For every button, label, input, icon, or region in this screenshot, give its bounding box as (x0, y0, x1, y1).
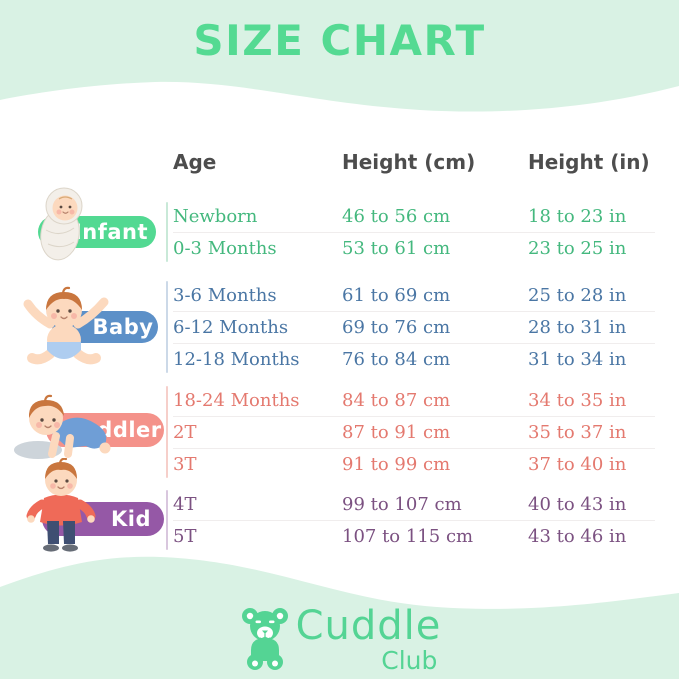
header-height-cm: Height (cm) (342, 150, 476, 174)
table-header: Age Height (cm) Height (in) (173, 150, 659, 174)
table-row: 4T 99 to 107 cm 40 to 43 in (173, 488, 655, 520)
baby-pill-label: Baby (92, 315, 154, 339)
table-row: 2T 87 to 91 cm 35 to 37 in (173, 416, 655, 448)
height-cm-cell: 46 to 56 cm (342, 205, 451, 227)
height-cm-cell: 84 to 87 cm (342, 389, 451, 411)
infant-pill-label: Infant (73, 220, 149, 244)
table-row: 5T 107 to 115 cm 43 to 46 in (173, 520, 655, 552)
height-in-cell: 28 to 31 in (528, 317, 627, 338)
age-cell: 4T (173, 493, 197, 515)
table-row: 3T 91 to 99 cm 37 to 40 in (173, 448, 655, 480)
table-row: 12-18 Months 76 to 84 cm 31 to 34 in (173, 343, 655, 375)
infant-rows: Newborn 46 to 56 cm 18 to 23 in 0-3 Mont… (173, 200, 655, 264)
height-cm-cell: 87 to 91 cm (342, 422, 451, 443)
height-in-cell: 31 to 34 in (528, 349, 627, 370)
height-cm-cell: 99 to 107 cm (342, 493, 462, 515)
kid-rows: 4T 99 to 107 cm 40 to 43 in 5T 107 to 11… (173, 488, 655, 552)
top-wave-background (0, 0, 679, 112)
height-cm-cell: 69 to 76 cm (342, 317, 451, 338)
height-cm-cell: 91 to 99 cm (342, 454, 451, 475)
age-cell: 0-3 Months (173, 238, 277, 259)
height-in-cell: 34 to 35 in (528, 389, 627, 411)
age-cell: 6-12 Months (173, 317, 289, 338)
brand-subword: Club (381, 646, 438, 675)
brand-logo: Cuddle Club (0, 606, 679, 673)
baby-illustration (23, 286, 109, 365)
table-row: 0-3 Months 53 to 61 cm 23 to 25 in (173, 232, 655, 264)
height-in-cell: 37 to 40 in (528, 454, 627, 475)
infant-group-divider (166, 202, 168, 262)
bottom-wave-background (0, 556, 679, 679)
brand-name: Cuddle Club (296, 606, 442, 673)
table-row: 6-12 Months 69 to 76 cm 28 to 31 in (173, 311, 655, 343)
table-row: Newborn 46 to 56 cm 18 to 23 in (173, 200, 655, 232)
brand-word: Cuddle (295, 603, 442, 649)
page-title: SIZE CHART (193, 16, 486, 65)
height-cm-cell: 61 to 69 cm (342, 284, 451, 306)
age-cell: 12-18 Months (173, 349, 300, 370)
height-in-cell: 23 to 25 in (528, 238, 627, 259)
header-age: Age (173, 150, 217, 174)
kid-illustration (26, 458, 96, 552)
toddler-rows: 18-24 Months 84 to 87 cm 34 to 35 in 2T … (173, 384, 655, 480)
age-cell: Newborn (173, 205, 258, 227)
age-cell: 3T (173, 454, 197, 475)
height-cm-cell: 76 to 84 cm (342, 349, 451, 370)
height-cm-cell: 53 to 61 cm (342, 238, 451, 259)
infant-illustration (40, 187, 83, 261)
toddler-illustration (14, 394, 111, 459)
baby-group-divider (166, 281, 168, 373)
table-row: 3-6 Months 61 to 69 cm 25 to 28 in (173, 279, 655, 311)
age-cell: 3-6 Months (173, 284, 277, 306)
height-in-cell: 25 to 28 in (528, 284, 627, 306)
header-height-in: Height (in) (528, 150, 650, 174)
baby-rows: 3-6 Months 61 to 69 cm 25 to 28 in 6-12 … (173, 279, 655, 375)
age-cell: 2T (173, 422, 197, 443)
toddler-group-divider (166, 386, 168, 478)
age-cell: 5T (173, 526, 197, 547)
height-in-cell: 18 to 23 in (528, 205, 627, 227)
kid-pill-label: Kid (110, 507, 151, 531)
height-in-cell: 35 to 37 in (528, 422, 627, 443)
kid-group-divider (166, 490, 168, 550)
height-in-cell: 43 to 46 in (528, 526, 627, 547)
height-in-cell: 40 to 43 in (528, 493, 627, 515)
table-row: 18-24 Months 84 to 87 cm 34 to 35 in (173, 384, 655, 416)
teddy-bear-icon (241, 608, 288, 670)
height-cm-cell: 107 to 115 cm (342, 526, 474, 547)
age-cell: 18-24 Months (173, 389, 300, 411)
